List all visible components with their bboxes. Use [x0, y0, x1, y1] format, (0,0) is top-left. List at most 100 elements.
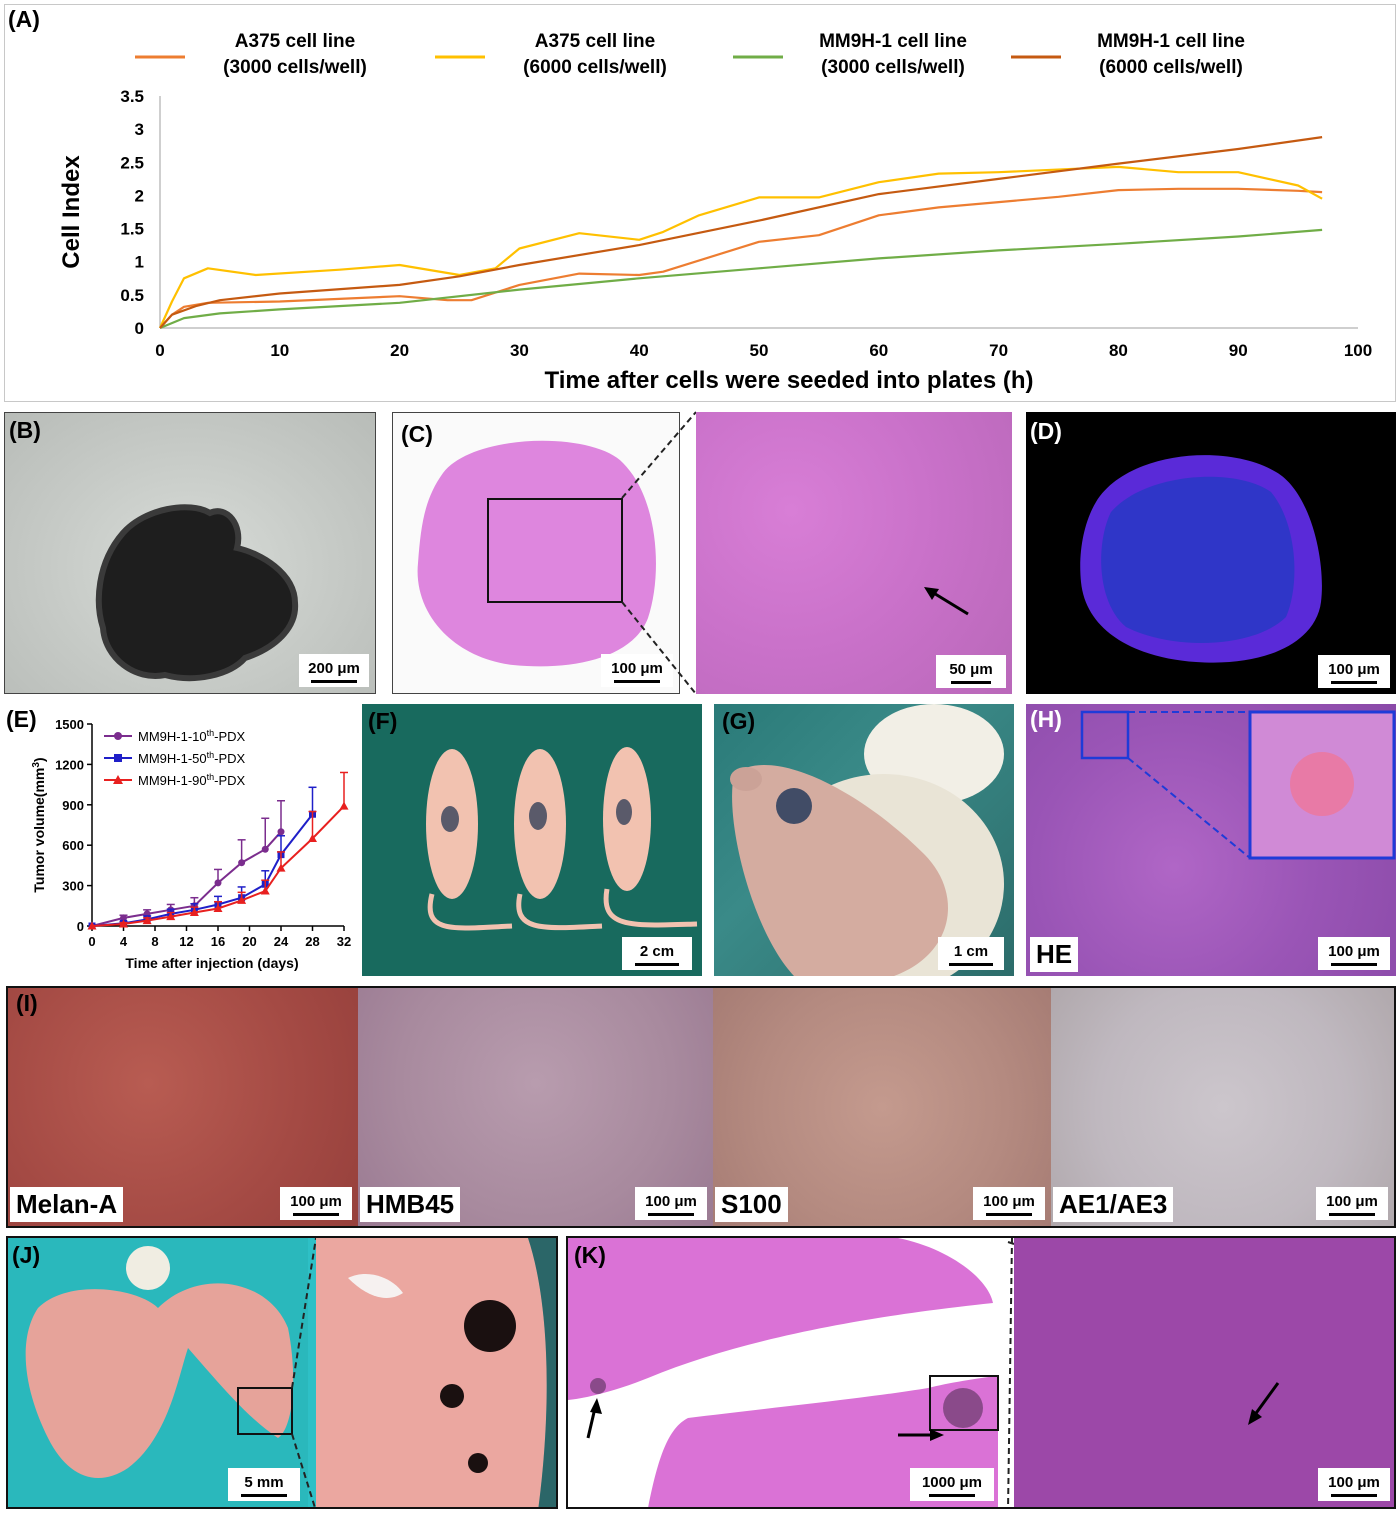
legend-label: (6000 cells/well): [523, 57, 667, 78]
legend-label: (3000 cells/well): [223, 57, 367, 78]
ihc-melan-a-image: Melan-A 100 μm: [8, 988, 358, 1226]
data-point: [120, 914, 127, 922]
stain-label-h: HE: [1030, 937, 1079, 972]
y-tick-label: 0.5: [120, 286, 144, 305]
y-tick-label: 0: [77, 919, 84, 934]
panel-label-i: (I): [16, 990, 38, 1016]
data-point: [260, 886, 270, 895]
y-tick-label: 600: [62, 838, 84, 853]
scale-bar-i4-label: 100 μm: [1326, 1193, 1378, 1210]
mice-drawing: [426, 747, 698, 931]
data-point: [213, 903, 223, 912]
data-point: [166, 912, 176, 921]
legend-label: A375 cell line: [235, 31, 355, 52]
x-tick-label: 8: [151, 934, 158, 949]
panel-j-liver-photo: (J) 5 mm: [6, 1236, 558, 1509]
x-tick-label: 24: [274, 934, 289, 949]
scale-bar-h: 100 μm: [1318, 937, 1390, 970]
cell-index-chart: 0 0.5 1 1.5 2 2.5 3 3.5 0 10 20 30 40 50 60 70 80 90 100 Ti…: [58, 31, 1372, 394]
scale-bar-g: 1 cm: [938, 937, 1004, 970]
panel-i-ihc-strip: Melan-A 100 μm HMB45 100 μm S100 100 μm …: [6, 986, 1396, 1228]
data-point: [238, 859, 246, 867]
legend-label: MM9H-1-50th-PDX: [138, 750, 246, 766]
scale-bar-i4: 100 μm: [1316, 1187, 1388, 1220]
liver-histology-drawing: [568, 1238, 1394, 1507]
tumor-volume-chart: 0 300 600 900 1200 1500 0 4 8 12 16 20 24 28 32 Time af…: [31, 717, 352, 971]
scale-bar-b: 200 μm: [299, 654, 369, 687]
stain-label-melan-a: Melan-A: [10, 1187, 124, 1222]
scale-bar-c-right-label: 50 μm: [949, 661, 993, 678]
x-tick-label: 20: [242, 934, 256, 949]
panel-label-k: (K): [574, 1242, 606, 1268]
scale-bar-d: 100 μm: [1318, 655, 1390, 688]
data-point: [114, 754, 122, 762]
fluorescence-drawing: [1080, 455, 1322, 663]
y-tick-label: 300: [62, 879, 84, 894]
scale-bar-k-right: 100 μm: [1318, 1468, 1390, 1501]
legend-label: (6000 cells/well): [1099, 57, 1243, 78]
x-tick-label: 28: [305, 934, 319, 949]
x-tick-label: 0: [88, 934, 95, 949]
he-spheroid-drawing: [417, 440, 656, 667]
stain-label-s100: S100: [715, 1187, 788, 1222]
panel-c-he-spheroid-image: (C) 100 μm: [392, 412, 680, 694]
legend-label: MM9H-1-10th-PDX: [138, 728, 246, 744]
scale-bar-f-label: 2 cm: [639, 943, 675, 960]
data-point: [87, 921, 97, 930]
scale-bar-d-label: 100 μm: [1328, 661, 1380, 678]
zoom-arrow: [924, 587, 969, 616]
data-point: [119, 919, 128, 928]
y-tick-label: 2.5: [120, 153, 144, 172]
zoom-connector-c: [621, 411, 697, 695]
scale-bar-k-left-label: 1000 μm: [921, 1474, 983, 1491]
y-tick-label: 2: [135, 186, 144, 205]
series-line: [159, 187, 1323, 329]
panel-label-f: (F): [368, 708, 398, 734]
scale-bar-i2-label: 100 μm: [645, 1193, 697, 1210]
panel-label-g: (G): [722, 708, 756, 734]
data-point: [339, 801, 349, 810]
scale-bar-g-label: 1 cm: [953, 943, 989, 960]
x-tick-label: 100: [1344, 341, 1372, 360]
scale-bar-b-label: 200 μm: [308, 660, 360, 677]
y-tick-label: 3: [135, 120, 144, 139]
liver-drawing: [8, 1238, 556, 1507]
series-line: [158, 165, 1323, 329]
he-zoom-drawing: [1080, 710, 1396, 860]
scale-bar-k-left: 1000 μm: [910, 1468, 994, 1501]
data-point: [114, 732, 122, 740]
panel-k-liver-histology: (K) 1000 μm 100 μm: [566, 1236, 1396, 1509]
spheroid-drawing: [95, 504, 299, 682]
x-tick-label: 50: [750, 341, 769, 360]
x-axis-title: Time after injection (days): [125, 955, 298, 971]
scale-bar-f: 2 cm: [622, 937, 692, 970]
scale-bar-c-left-label: 100 μm: [611, 660, 663, 677]
y-tick-label: 1500: [55, 717, 84, 732]
stain-label-ae1-ae3: AE1/AE3: [1053, 1187, 1174, 1222]
panel-label-j: (J): [12, 1242, 41, 1268]
legend-label: MM9H-1 cell line: [1097, 31, 1245, 52]
ihc-hmb45-image: HMB45 100 μm: [358, 988, 713, 1226]
legend-label: MM9H-1-90th-PDX: [138, 772, 246, 788]
panel-g-mouse-photo: (G) 1 cm: [714, 704, 1014, 976]
scale-bar-c-left: 100 μm: [601, 654, 673, 687]
scale-bar-i1: 100 μm: [280, 1187, 352, 1220]
stain-label-hmb45: HMB45: [360, 1187, 461, 1222]
x-tick-label: 12: [179, 934, 193, 949]
data-point: [276, 863, 286, 872]
data-point: [214, 879, 222, 887]
x-tick-label: 4: [120, 934, 128, 949]
ihc-ae1-ae3-image: AE1/AE3 100 μm: [1051, 988, 1394, 1226]
scale-bar-i3-label: 100 μm: [983, 1193, 1035, 1210]
data-point: [113, 775, 123, 784]
legend-label: A375 cell line: [535, 31, 655, 52]
x-tick-label: 70: [989, 341, 1008, 360]
x-tick-label: 90: [1229, 341, 1248, 360]
data-point: [277, 828, 285, 836]
scale-bar-i1-label: 100 μm: [290, 1193, 342, 1210]
x-tick-label: 32: [337, 934, 351, 949]
scale-bar-k-right-label: 100 μm: [1328, 1474, 1380, 1491]
x-tick-label: 40: [630, 341, 649, 360]
scale-bar-h-label: 100 μm: [1328, 943, 1380, 960]
ihc-s100-image: S100 100 μm: [713, 988, 1051, 1226]
